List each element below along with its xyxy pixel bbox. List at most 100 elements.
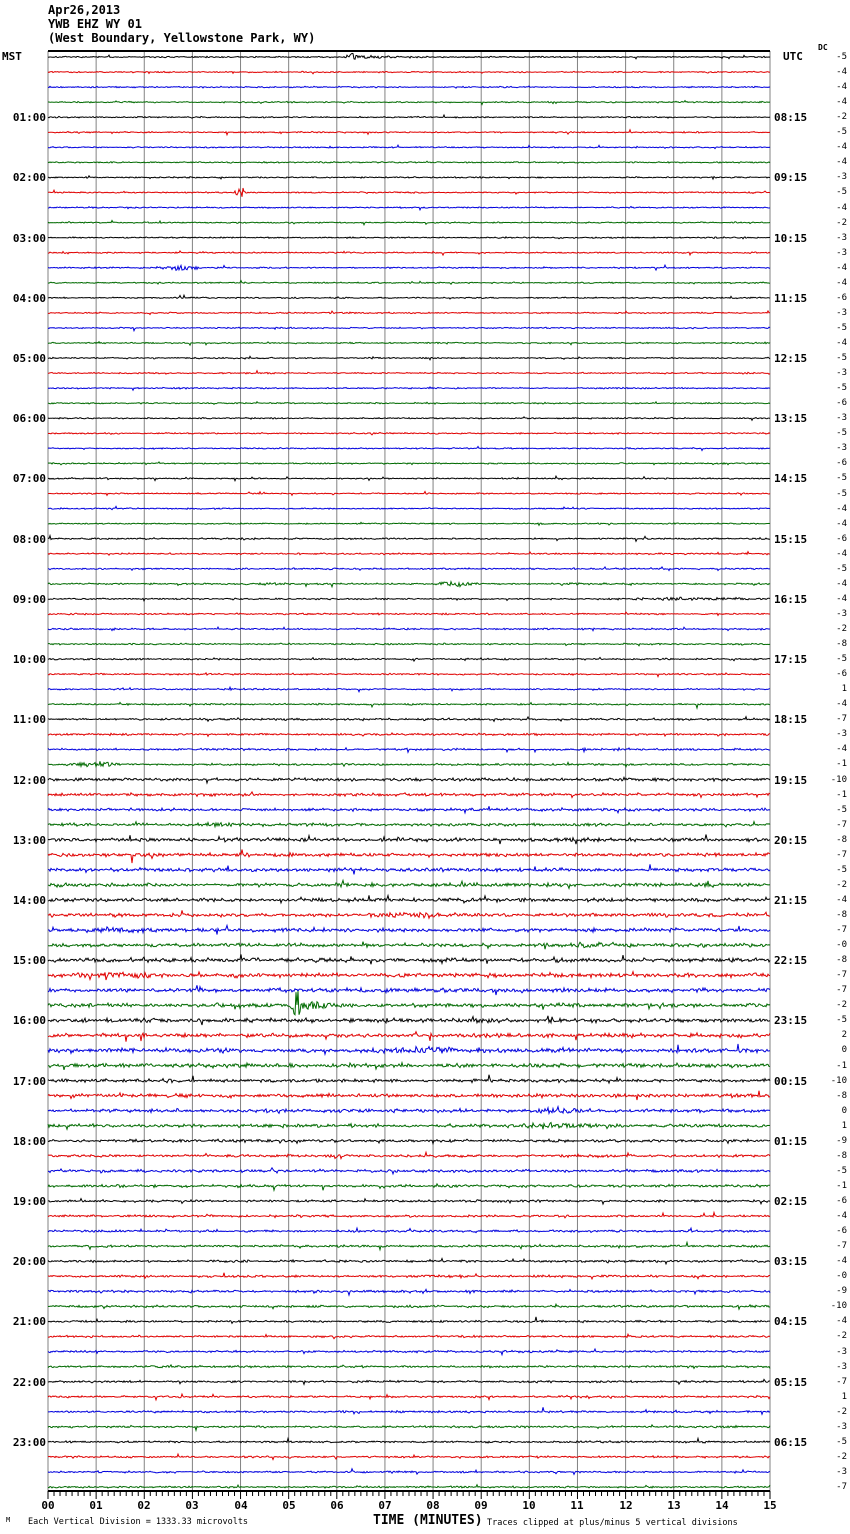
right-time-label: 02:15 [774,1195,808,1208]
dc-offset-value: -7 [836,850,847,860]
dc-offset-value: -4 [836,263,847,273]
left-time-label: 20:00 [12,1255,46,1268]
seismogram-trace [48,99,771,106]
dc-offset-value: -3 [836,413,847,423]
dc-offset-value: -8 [836,1151,847,1161]
seismogram-trace [47,1014,771,1026]
seismogram-trace [47,1483,771,1489]
seismogram-trace [47,596,771,602]
dc-offset-value: -4 [836,97,847,107]
seismogram-trace [48,128,771,137]
dc-offset-value: -4 [836,744,847,754]
seismogram-trace [47,1104,771,1116]
dc-offset-value: -4 [836,1256,847,1266]
dc-offset-value: -6 [836,458,847,468]
seismogram-trace [47,550,771,557]
dc-offset-value: -3 [836,248,847,258]
right-time-label: 05:15 [774,1376,808,1389]
right-time-label: 04:15 [774,1315,808,1328]
seismogram-trace [47,1316,771,1325]
dc-offset-value: -5 [836,805,847,815]
right-time-label: 21:15 [774,894,808,907]
seismogram-trace [47,355,771,361]
seismogram-trace [47,565,770,572]
seismogram-trace [47,790,771,799]
seismogram-trace [47,1226,771,1234]
seismogram-trace [47,1288,771,1297]
seismogram-trace [47,1272,770,1281]
seismogram-trace [47,833,771,845]
minute-tick-label: 03 [185,1499,199,1512]
seismogram-trace [48,878,771,890]
dc-offset-value: -5 [836,473,847,483]
dc-offset-value: -4 [836,1316,847,1326]
dc-offset-value: -2 [836,1000,847,1010]
dc-offset-value: -4 [836,579,847,589]
dc-offset-value: -9 [836,1286,847,1296]
seismogram-trace [47,309,771,316]
right-time-label: 20:15 [774,834,808,847]
seismogram-trace [47,910,771,920]
seismogram-trace [47,326,771,333]
header-date: Apr26,2013 [48,3,121,17]
dc-offset-value: -7 [836,985,847,995]
dc-offset-value: 0 [841,1106,847,1116]
dc-offset-value: -3 [836,1422,847,1432]
seismogram-trace [47,400,771,405]
dc-offset-value: -7 [836,970,847,980]
right-time-label: 22:15 [774,954,808,967]
minute-tick-label: 12 [619,1499,633,1512]
seismogram-trace [47,385,771,392]
seismogram-trace [47,1197,771,1206]
seismogram-trace [47,490,771,497]
seismogram-trace [47,642,771,647]
dc-offset-value: -6 [836,1196,847,1206]
seismogram-trace [47,143,771,150]
seismogram-trace [47,1138,771,1146]
seismogram-trace [47,671,771,678]
dc-offset-value: -5 [836,187,847,197]
dc-offset-value: -5 [836,353,847,363]
scale-note: Each Vertical Division = 1333.33 microvo… [28,1517,249,1527]
dc-offset-value: -7 [836,714,847,724]
minute-tick-label: 02 [137,1499,151,1512]
seismogram-trace [47,970,771,982]
dc-offset-value: -2 [836,880,847,890]
dc-offset-value: -7 [836,820,847,830]
seismogram-trace [47,416,771,422]
seismogram-trace [47,474,771,482]
seismogram-trace [47,1121,771,1131]
left-time-label: 10:00 [12,653,46,666]
seismogram-trace [47,746,771,754]
dc-offset-value: -2 [836,624,847,634]
header-station: YWB EHZ WY 01 [48,17,142,31]
dc-offset-value: -4 [836,549,847,559]
dc-offset-value: -3 [836,729,847,739]
dc-offset-value: -5 [836,52,847,62]
dc-offset-value: -5 [836,564,847,574]
left-time-label: 17:00 [12,1075,46,1088]
right-time-label: 14:15 [774,472,808,485]
dc-offset-value: -1 [836,759,847,769]
minute-tick-label: 15 [763,1499,777,1512]
dc-offset-value: -7 [836,925,847,935]
right-time-label: 10:15 [774,232,808,245]
left-time-label: 13:00 [12,834,46,847]
right-time-label: 00:15 [774,1075,808,1088]
minute-tick-label: 11 [570,1499,584,1512]
dc-offset-value: -5 [836,654,847,664]
seismogram-trace [47,52,771,60]
minute-tick-label: 04 [234,1499,248,1512]
dc-offset-value: -4 [836,203,847,213]
seismogram-trace [47,775,771,785]
dc-offset-value: -6 [836,293,847,303]
dc-offset-value: -3 [836,1362,847,1372]
right-time-label: 08:15 [774,111,808,124]
left-time-label: 02:00 [12,171,46,184]
dc-offset-value: -7 [836,1241,847,1251]
seismogram-trace [47,205,771,212]
seismogram-trace [48,263,771,272]
dc-offset-value: -5 [836,865,847,875]
seismogram-trace [47,1363,771,1370]
